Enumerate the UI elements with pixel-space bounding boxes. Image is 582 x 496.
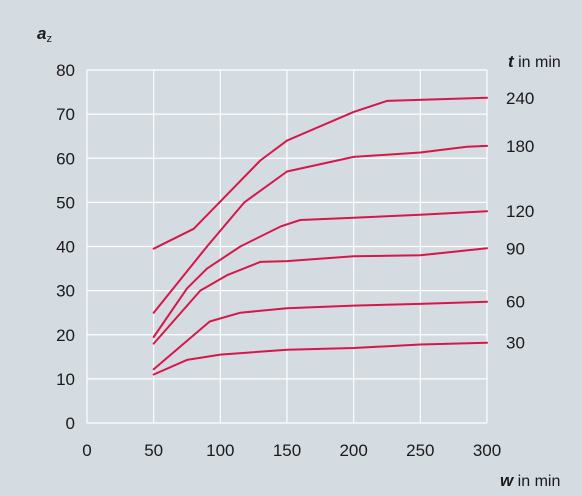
series-lines	[152, 96, 488, 376]
y-axis-title: az	[37, 24, 52, 45]
series-line-t-60	[152, 300, 488, 371]
series-label: 30	[506, 334, 525, 353]
series-label: 60	[506, 293, 525, 312]
series-label: 180	[506, 137, 534, 156]
x-tick-label: 300	[473, 441, 501, 460]
series-line-t-180	[152, 144, 488, 314]
y-tick-label: 60	[56, 149, 75, 168]
x-tick-labels: 0 50 100 150 200 250 300	[82, 441, 501, 460]
series-labels: 240 180 120 90 60 30	[506, 89, 534, 353]
x-tick-label: 50	[144, 441, 163, 460]
y-tick-label: 40	[56, 238, 75, 257]
x-tick-label: 100	[206, 441, 234, 460]
y-tick-label: 30	[56, 282, 75, 301]
x-tick-label: 150	[273, 441, 301, 460]
right-axis-title: t in min	[508, 52, 561, 71]
y-tick-label: 70	[56, 105, 75, 124]
y-tick-label: 50	[56, 193, 75, 212]
y-tick-label: 0	[66, 414, 75, 433]
series-line-t-90	[152, 247, 488, 345]
x-tick-label: 250	[406, 441, 434, 460]
series-label: 90	[506, 239, 525, 258]
y-tick-label: 20	[56, 326, 75, 345]
series-line-t-120	[152, 210, 488, 338]
series-line-t-30	[152, 341, 488, 376]
x-axis-title: w in min	[500, 471, 560, 490]
x-tick-label: 200	[339, 441, 367, 460]
gridlines	[86, 69, 488, 424]
y-tick-labels: 0 10 20 30 40 50 60 70 80	[56, 61, 75, 433]
series-line-t-240	[152, 96, 488, 250]
x-tick-label: 0	[82, 441, 91, 460]
series-label: 240	[506, 89, 534, 108]
y-tick-label: 10	[56, 370, 75, 389]
y-tick-label: 80	[56, 61, 75, 80]
series-label: 120	[506, 202, 534, 221]
